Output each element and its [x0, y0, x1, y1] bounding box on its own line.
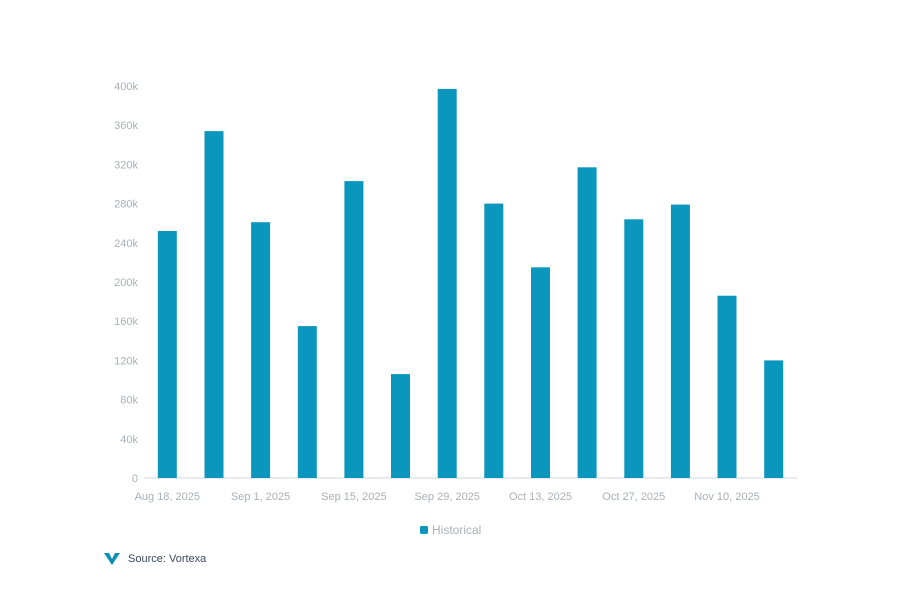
bar[interactable] — [437, 88, 457, 479]
y-tick-label: 200k — [114, 277, 138, 289]
bar[interactable] — [344, 181, 364, 478]
bar[interactable] — [391, 374, 410, 478]
x-tick-label: Aug 18, 2025 — [135, 491, 200, 503]
y-tick-label: 0 — [132, 473, 138, 485]
source-footer: Source: Vortexa — [104, 553, 206, 565]
bar[interactable] — [204, 131, 224, 478]
y-tick-label: 120k — [114, 355, 138, 367]
y-tick-label: 160k — [114, 316, 138, 328]
y-tick-label: 360k — [114, 120, 138, 132]
y-tick-label: 400k — [114, 81, 138, 93]
bar[interactable] — [670, 204, 690, 478]
y-tick-label: 320k — [114, 159, 138, 171]
x-tick-label: Sep 1, 2025 — [231, 491, 290, 503]
y-tick-label: 40k — [120, 434, 138, 446]
x-tick-label: Sep 29, 2025 — [414, 491, 479, 503]
bar[interactable] — [624, 219, 644, 479]
bar[interactable] — [251, 222, 271, 478]
bar[interactable] — [157, 231, 177, 478]
source-text: Source: Vortexa — [128, 553, 207, 565]
bar[interactable] — [297, 326, 317, 478]
y-tick-label: 80k — [120, 395, 138, 407]
y-axis: 0 40k 80k 120k 160k 200k 240k 280k 320k 360k 400k — [114, 81, 138, 485]
y-tick-label: 240k — [114, 238, 138, 250]
x-axis: Aug 18, 2025 Sep 1, 2025 Sep 15, 2025 Sep 2… — [135, 491, 760, 503]
bar[interactable] — [531, 267, 550, 478]
legend-label-historical: Historical — [432, 523, 481, 537]
legend-swatch-historical — [420, 526, 428, 534]
x-tick-label: Sep 15, 2025 — [321, 491, 386, 503]
bar[interactable] — [577, 167, 597, 479]
x-tick-label: Nov 10, 2025 — [694, 491, 759, 503]
bar[interactable] — [764, 360, 784, 478]
y-tick-label: 280k — [114, 199, 138, 211]
bar[interactable] — [484, 203, 504, 478]
vortexa-v-icon — [104, 553, 120, 565]
bar[interactable] — [717, 295, 737, 478]
bar-chart: 040k80k120k160k200k240k280k320k360k400k … — [114, 81, 797, 537]
x-tick-label: Oct 27, 2025 — [602, 491, 665, 503]
legend[interactable]: Historical — [420, 523, 481, 537]
x-tick-label: Oct 13, 2025 — [509, 491, 572, 503]
bar-series-historical — [157, 88, 784, 479]
